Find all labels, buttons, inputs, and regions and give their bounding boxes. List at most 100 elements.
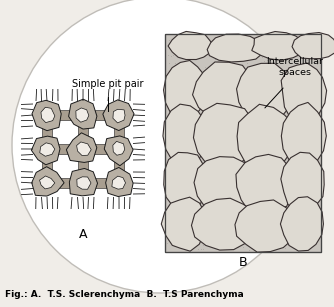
Point: [303, 241, 308, 246]
Point: [178, 202, 183, 207]
Point: [165, 52, 171, 57]
Point: [281, 173, 287, 178]
Point: [268, 202, 274, 207]
Point: [242, 129, 247, 134]
Point: [206, 196, 211, 201]
Point: [305, 199, 310, 204]
Point: [171, 68, 176, 73]
Point: [179, 215, 185, 220]
Point: [193, 93, 198, 98]
Point: [269, 91, 274, 95]
Point: [202, 44, 207, 49]
Point: [221, 43, 227, 48]
Point: [216, 98, 222, 103]
Point: [290, 229, 295, 234]
Point: [246, 76, 252, 81]
Point: [251, 77, 256, 82]
Point: [282, 228, 287, 233]
Point: [295, 154, 300, 159]
Point: [316, 143, 322, 148]
Point: [221, 85, 226, 90]
Point: [222, 199, 227, 204]
Point: [233, 236, 238, 241]
Point: [273, 35, 278, 40]
Point: [274, 155, 279, 160]
Polygon shape: [103, 100, 134, 130]
Point: [196, 70, 201, 75]
Point: [243, 126, 249, 130]
Point: [278, 166, 283, 171]
Point: [250, 127, 255, 132]
Point: [171, 197, 176, 202]
Point: [255, 138, 260, 143]
Point: [238, 83, 243, 88]
Point: [239, 192, 244, 197]
Point: [173, 216, 178, 221]
Point: [233, 71, 238, 76]
Point: [237, 178, 242, 183]
Point: [245, 107, 250, 111]
Polygon shape: [112, 176, 126, 189]
Point: [254, 240, 259, 245]
Point: [256, 212, 262, 217]
Point: [287, 52, 293, 57]
Point: [233, 150, 239, 154]
Point: [276, 99, 281, 104]
Point: [274, 239, 279, 244]
Point: [265, 199, 270, 204]
Point: [301, 128, 306, 133]
Point: [249, 246, 255, 251]
Polygon shape: [114, 115, 124, 149]
Point: [208, 83, 214, 88]
Point: [165, 184, 170, 188]
Point: [240, 72, 246, 77]
Point: [194, 83, 200, 88]
Polygon shape: [78, 149, 88, 183]
Polygon shape: [281, 103, 326, 166]
Point: [233, 58, 238, 63]
Point: [189, 176, 195, 181]
Point: [217, 115, 222, 119]
Point: [176, 204, 181, 209]
Point: [187, 134, 192, 139]
Point: [219, 166, 225, 171]
Point: [264, 82, 270, 87]
Point: [244, 61, 249, 66]
Point: [252, 181, 257, 186]
Point: [300, 99, 306, 103]
Point: [204, 220, 209, 225]
Point: [188, 202, 194, 207]
Point: [279, 43, 285, 48]
Point: [203, 53, 208, 58]
Point: [165, 203, 170, 208]
Point: [255, 243, 261, 247]
Point: [203, 192, 208, 197]
Point: [169, 184, 174, 188]
Point: [285, 177, 291, 181]
Point: [295, 188, 300, 192]
Point: [188, 204, 193, 209]
Point: [248, 104, 253, 109]
Point: [308, 64, 313, 69]
Point: [311, 86, 316, 91]
Point: [234, 193, 240, 198]
Polygon shape: [281, 152, 324, 210]
Point: [266, 56, 271, 61]
Point: [310, 95, 315, 100]
Point: [189, 51, 195, 56]
Point: [288, 103, 293, 108]
Point: [174, 107, 179, 112]
Point: [235, 162, 241, 167]
Point: [175, 150, 180, 154]
Point: [243, 117, 248, 122]
Point: [267, 200, 272, 205]
Polygon shape: [78, 115, 88, 149]
Point: [180, 220, 185, 225]
Point: [229, 76, 234, 81]
Polygon shape: [40, 143, 55, 156]
Point: [178, 176, 184, 181]
Point: [258, 99, 264, 104]
Point: [171, 244, 177, 249]
Point: [189, 227, 194, 232]
Point: [241, 37, 247, 42]
